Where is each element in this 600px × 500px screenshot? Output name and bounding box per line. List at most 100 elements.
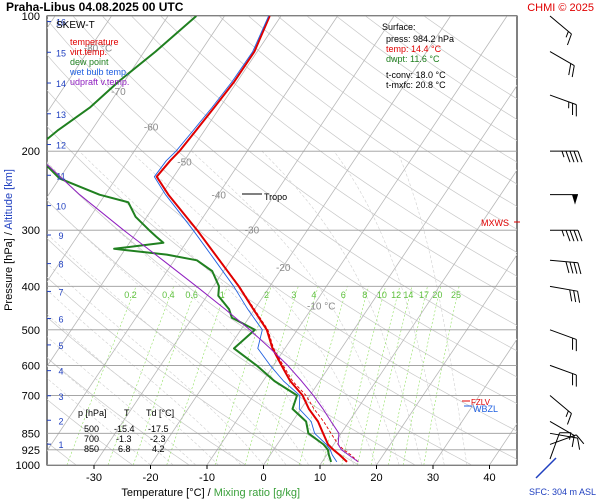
altitude-tick-label: 7 (58, 287, 63, 297)
barb-flag (575, 104, 577, 117)
mixing-ratio-label: 14 (403, 290, 413, 300)
pressure-tick-label: 700 (22, 390, 40, 402)
isotherm-label: -10 °C (307, 301, 335, 312)
table-cell: 4.2 (152, 444, 165, 454)
mixing-ratio-label: 6 (341, 290, 346, 300)
isotherm-label: -20 (276, 263, 291, 274)
altitude-tick-label: 16 (56, 18, 66, 28)
mixing-ratio-label: 4 (311, 290, 316, 300)
barb-flag (572, 338, 574, 350)
isotherm (263, 84, 517, 465)
x-axis-title-mixing: Mixing ratio [g/kg] (214, 487, 300, 499)
isotherm (47, 16, 169, 198)
wind-barb (549, 285, 581, 303)
x-tick-label: -20 (143, 472, 159, 484)
altitude-tick-label: 12 (56, 141, 66, 151)
mixing-ratio-label: 12 (391, 290, 401, 300)
mixing-ratio-label: 17 (419, 290, 429, 300)
legend: SKEW-T temperature virt.temp. dew point … (56, 20, 129, 87)
wind-barbs (535, 15, 585, 479)
pressure-tick-label: 300 (22, 225, 40, 237)
isotherm-label: -60 (144, 123, 159, 134)
altitude-tick-label: 15 (56, 48, 66, 58)
barb-flag (571, 435, 575, 448)
isotherm (47, 16, 338, 452)
wind-barb (549, 15, 572, 46)
surface-title: Surface: (382, 22, 416, 32)
mixing-ratio-line (388, 286, 428, 465)
isotherm-label: -50 (177, 157, 192, 168)
altitude-tick-label: 3 (58, 392, 63, 402)
series-udpraft-v-temp (47, 163, 359, 463)
barb-half-flag (561, 230, 565, 237)
x-tick-label: 30 (427, 472, 439, 484)
x-tick-label: 40 (483, 472, 495, 484)
barb-half-flag (565, 410, 569, 417)
x-axis-title: Temperature [°C] / Mixing ratio [g/kg] (121, 487, 300, 499)
x-tick-label: -10 (199, 472, 215, 484)
barb-flag (569, 230, 575, 242)
legend-item-temperature: temperature (70, 37, 119, 47)
fzlv-label: FZLV (471, 398, 491, 407)
barb-flag (577, 230, 583, 242)
pressure-tick-label: 500 (22, 325, 40, 337)
mixing-ratio-line (357, 286, 401, 465)
barb-flag (575, 434, 585, 445)
surface-dwpt: dwpt: 11.6 °C (386, 54, 440, 64)
barb-flag (577, 150, 583, 163)
mixing-ratio-line (370, 286, 413, 465)
isotherm (432, 338, 517, 465)
mxws-label: MXWS (481, 218, 509, 228)
wind-barb (550, 150, 583, 163)
mixing-ratio-line (341, 286, 386, 465)
barb-staff (549, 94, 577, 106)
barb-flag (577, 262, 582, 275)
barb-flag (566, 33, 572, 46)
barb-flag (569, 150, 575, 163)
table-header-td: Td [°C] (146, 408, 174, 418)
altitude-tick-label: 10 (56, 202, 66, 212)
mixing-ratio-label: 0.4 (162, 290, 175, 300)
barb-staff (549, 421, 575, 436)
altitude-tick-label: 8 (58, 260, 63, 270)
pressure-tick-label: 850 (22, 428, 40, 440)
table-cell: 700 (84, 434, 99, 444)
table-header-p: p [hPa] (78, 408, 107, 418)
altitude-tick-label: 6 (58, 315, 63, 325)
isotherm (47, 16, 282, 367)
moist-adiabat (47, 357, 174, 465)
barb-flag (575, 374, 577, 387)
barb-pennant (572, 194, 578, 205)
isotherm-label: -80 °C (84, 44, 112, 55)
barb-half-flag (561, 151, 565, 158)
barb-flag (573, 262, 578, 274)
wbzl-label: WBZL (473, 404, 498, 414)
table-header-t: T (124, 408, 130, 418)
series-dew-point (47, 16, 333, 463)
pressure-tick-label: 400 (22, 281, 40, 293)
barb-flag (568, 63, 572, 76)
barb-flag (565, 230, 571, 242)
moist-adiabat (47, 199, 309, 465)
barb-staff (549, 432, 561, 460)
mixing-ratio-label: 8 (362, 290, 367, 300)
mixing-ratio-label: 1 (220, 290, 225, 300)
barb-flag (577, 438, 581, 450)
altitude-tick-label: 14 (56, 79, 66, 89)
altitude-tick-label: 9 (58, 231, 63, 241)
barb-staff (549, 434, 577, 445)
barb-flag (573, 230, 579, 242)
dry-adiabat (47, 19, 517, 378)
mixing-ratio-label: 0.2 (124, 290, 137, 300)
barb-flag (569, 261, 574, 274)
chart-title: Praha-Libus 04.08.2025 00 UTC (6, 0, 184, 14)
dry-adiabat (72, 16, 517, 352)
barb-flag (573, 290, 577, 303)
surface-temp: temp: 14.4 °C (386, 44, 442, 54)
wind-barb (549, 434, 585, 445)
sfc-arrow (535, 457, 557, 479)
pressure-tick-label: 600 (22, 360, 40, 372)
legend-item-wet-bulb: wet bulb temp. (69, 67, 129, 77)
